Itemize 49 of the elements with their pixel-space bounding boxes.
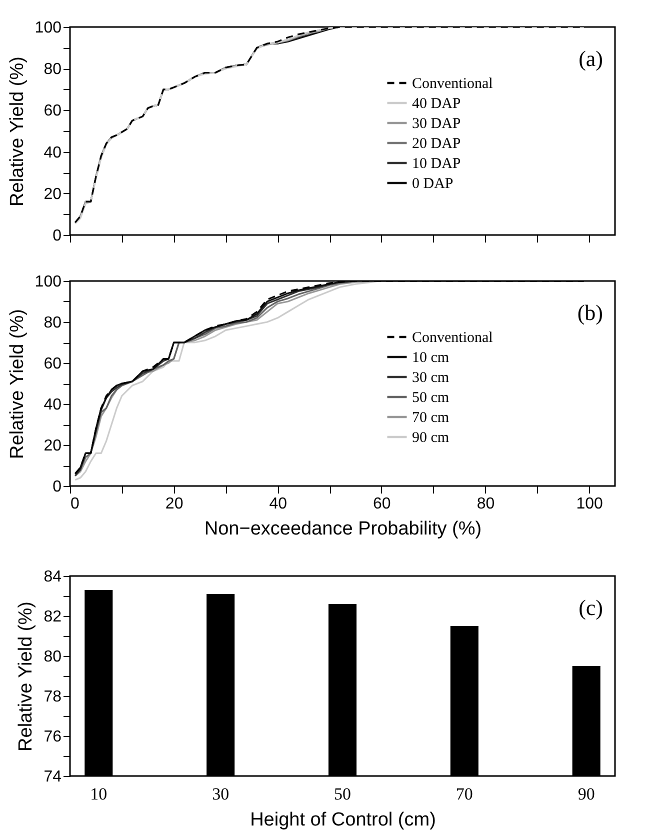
- legend-label: 10 DAP: [412, 156, 461, 172]
- y-tick-label: 0: [52, 228, 62, 244]
- y-tick-label: 76: [44, 728, 62, 746]
- x-tick-label: 60: [373, 496, 391, 512]
- legend-label: Conventional: [412, 330, 493, 346]
- x-tick-label: 0: [70, 496, 80, 512]
- legend-label: 70 cm: [412, 410, 450, 426]
- y-tick-label: 80: [44, 61, 62, 78]
- y-tick-label: 100: [34, 274, 62, 290]
- x-tick-label: 90: [578, 784, 595, 804]
- x-tick-label: 70: [456, 784, 473, 804]
- x-axis-title: Non−exceedance Probability (%): [204, 518, 482, 540]
- y-tick-label: 74: [44, 768, 62, 786]
- y-tick-label: 60: [44, 356, 62, 372]
- y-tick-label: 100: [34, 20, 62, 36]
- legend-label: 30 DAP: [412, 116, 461, 132]
- y-tick-label: 78: [44, 688, 62, 706]
- y-tick-label: 40: [44, 396, 62, 414]
- legend-label: 30 cm: [412, 370, 450, 386]
- y-tick-label: 80: [44, 648, 62, 666]
- x-tick-label: 50: [334, 784, 351, 804]
- legend-label: 90 cm: [412, 430, 450, 446]
- y-tick-label: 60: [44, 102, 62, 120]
- y-axis-title: Relative Yield (%): [6, 56, 28, 206]
- x-tick-label: 40: [269, 496, 288, 512]
- y-tick-label: 84: [44, 568, 62, 586]
- x-tick-label: 10: [90, 784, 108, 804]
- legend-label: 10 cm: [412, 350, 450, 366]
- y-tick-label: 0: [52, 478, 62, 496]
- legend-label: 50 cm: [412, 390, 450, 406]
- annotation: (b): [577, 300, 603, 325]
- y-axis-title: Relative Yield (%): [16, 602, 37, 752]
- legend-label: 20 DAP: [412, 136, 461, 152]
- y-tick-label: 20: [44, 438, 62, 454]
- y-tick-label: 80: [44, 314, 62, 332]
- annotation: (a): [578, 46, 603, 71]
- legend-label: 0 DAP: [412, 176, 454, 192]
- y-tick-label: 40: [44, 144, 62, 162]
- x-tick-label: 100: [576, 496, 603, 512]
- y-axis-title: Relative Yield (%): [6, 309, 28, 459]
- x-tick-label: 80: [476, 496, 495, 512]
- legend-label: Conventional: [412, 76, 493, 92]
- x-tick-label: 30: [212, 784, 230, 804]
- x-axis-title: Height of Control (cm): [250, 810, 436, 830]
- y-tick-label: 20: [44, 186, 62, 203]
- legend-label: 40 DAP: [412, 96, 461, 112]
- y-tick-label: 82: [44, 608, 62, 626]
- x-tick-label: 20: [165, 496, 184, 512]
- annotation: (c): [578, 595, 603, 620]
